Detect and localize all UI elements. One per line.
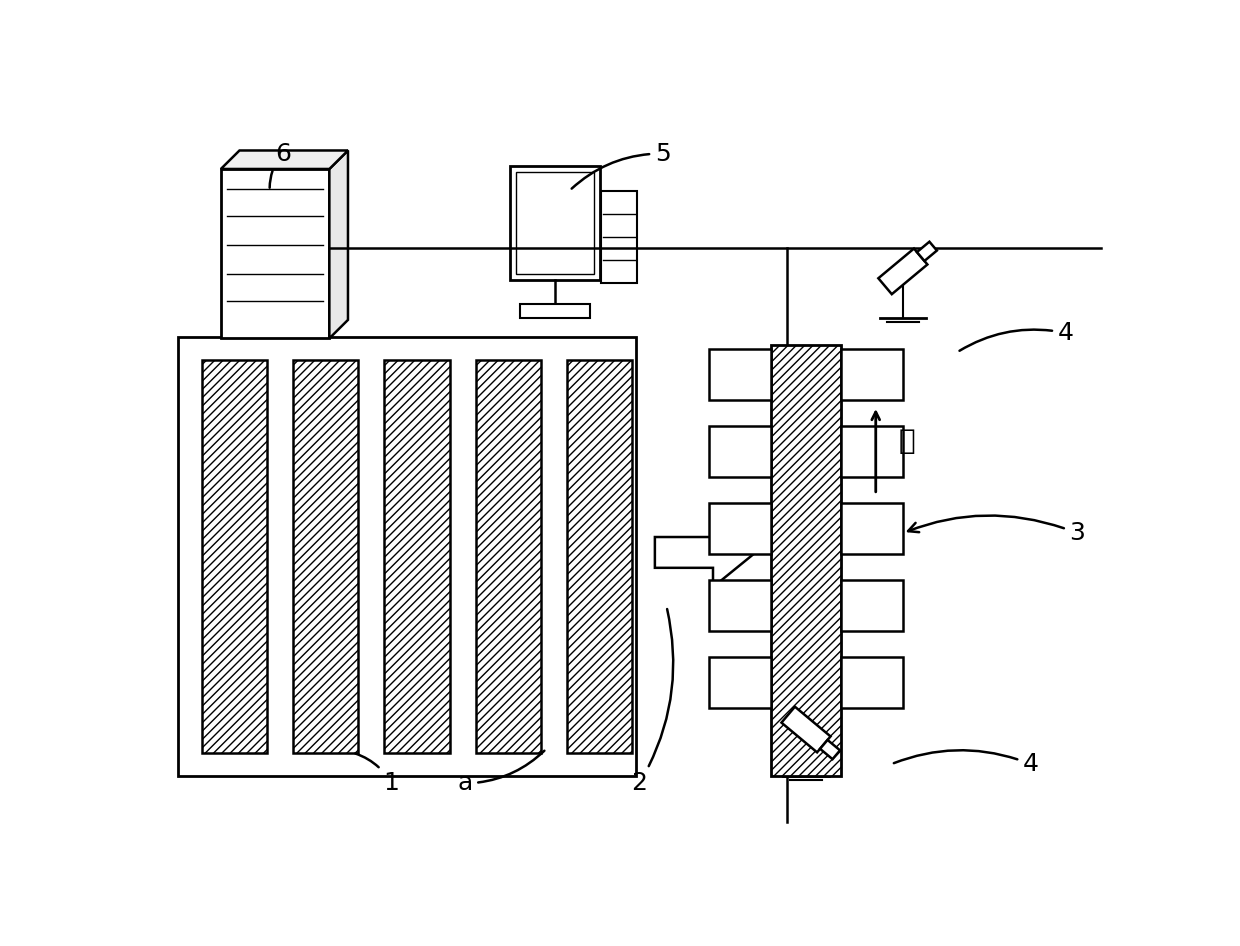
Bar [709, 349, 771, 400]
Bar [841, 503, 903, 554]
Bar [841, 426, 903, 477]
Bar [516, 172, 594, 273]
Bar [384, 359, 449, 753]
Bar [709, 580, 771, 631]
Bar [841, 349, 903, 400]
Text: 2: 2 [631, 609, 673, 796]
Text: 1: 1 [356, 753, 399, 796]
Bar [601, 190, 637, 283]
Bar [709, 503, 771, 554]
Bar [293, 359, 358, 753]
Polygon shape [916, 242, 937, 261]
Polygon shape [820, 740, 839, 760]
Polygon shape [221, 150, 348, 169]
Bar [841, 580, 903, 631]
Polygon shape [878, 249, 928, 294]
Text: 6: 6 [269, 142, 291, 187]
Bar [520, 305, 590, 319]
Bar [201, 359, 267, 753]
Bar [221, 169, 330, 339]
Bar [179, 337, 635, 776]
Bar [476, 359, 541, 753]
Text: a: a [458, 751, 544, 796]
Polygon shape [781, 707, 831, 752]
Text: 3: 3 [908, 516, 1085, 545]
Text: 5: 5 [572, 142, 671, 188]
Bar [841, 657, 903, 708]
Bar [771, 344, 841, 776]
Bar [709, 426, 771, 477]
Polygon shape [330, 150, 348, 339]
Text: 4: 4 [894, 750, 1039, 776]
Bar [709, 657, 771, 708]
Bar [567, 359, 632, 753]
Text: 4: 4 [960, 321, 1074, 351]
Text: 正: 正 [899, 427, 915, 455]
Polygon shape [655, 517, 755, 587]
Bar [510, 166, 600, 280]
